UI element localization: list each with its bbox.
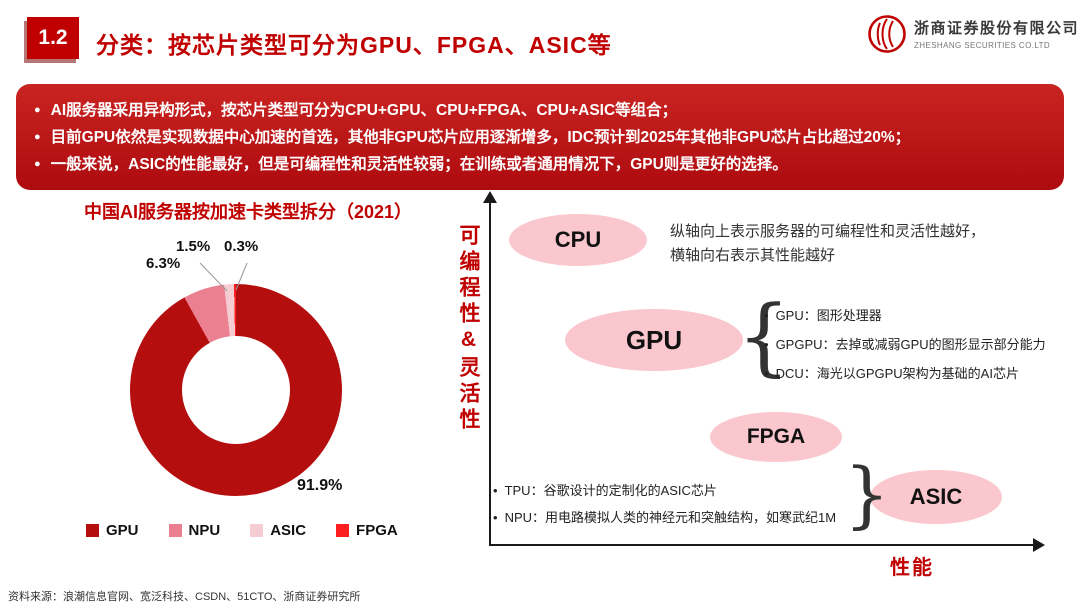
pie-label-gpu: 91.9% [297, 477, 343, 494]
company-name-cn: 浙商证券股份有限公司 [914, 20, 1080, 37]
bubble-fpga: FPGA [710, 412, 842, 462]
legend-swatch [250, 524, 264, 537]
donut-hole [182, 336, 290, 444]
bubble-cpu: CPU [509, 214, 647, 266]
section-number-badge: 1.2 [27, 17, 79, 59]
asic-notes-list: TPU：谷歌设计的定制化的ASIC芯片 NPU：用电路模拟人类的神经元和突触结构… [493, 477, 837, 531]
bubble-asic: ASIC [870, 470, 1002, 524]
legend-item: FPGA [336, 522, 398, 539]
legend-item: GPU [86, 522, 139, 539]
diagram-annotation: 纵轴向上表示服务器的可编程性和灵活性越好， 横轴向右表示其性能越好 [670, 220, 985, 268]
x-axis-line [489, 544, 1035, 546]
summary-box: AI服务器采用异构形式，按芯片类型可分为CPU+GPU、CPU+FPGA、CPU… [16, 84, 1064, 190]
legend-swatch [168, 524, 182, 537]
pie-label-fpga: 0.3% [224, 238, 259, 255]
legend-item: ASIC [250, 522, 306, 539]
gpu-notes-list: GPU：图形处理器 GPGPU：去掉或减弱GPU的图形显示部分能力 DCU：海光… [764, 301, 1046, 388]
summary-bullet: 一般来说，ASIC的性能最好，但是可编程性和灵活性较弱；在训练或者通用情况下，G… [34, 151, 1046, 178]
asic-note-item: NPU：用电路模拟人类的神经元和突触结构，如寒武纪1M [493, 504, 837, 531]
annotation-line: 纵轴向上表示服务器的可编程性和灵活性越好， [670, 223, 986, 240]
chart-legend: GPU NPU ASIC FPGA [86, 522, 398, 539]
page-title: 分类：按芯片类型可分为GPU、FPGA、ASIC等 [96, 32, 612, 58]
legend-swatch [336, 524, 350, 537]
pie-label-asic: 1.5% [176, 238, 211, 255]
y-axis-label: 可编程性&灵活性 [457, 224, 480, 434]
gpu-note-item: GPU：图形处理器 [764, 301, 1046, 330]
gpu-note-item: GPGPU：去掉或减弱GPU的图形显示部分能力 [764, 330, 1046, 359]
legend-item: NPU [168, 522, 221, 539]
donut-chart [130, 284, 342, 496]
legend-label: GPU [106, 522, 139, 539]
gpu-note-item: DCU：海光以GPGPU架构为基础的AI芯片 [764, 359, 1046, 388]
y-axis-line [489, 202, 491, 546]
legend-label: NPU [188, 522, 221, 539]
annotation-line: 横轴向右表示其性能越好 [670, 247, 836, 264]
asic-note-item: TPU：谷歌设计的定制化的ASIC芯片 [493, 477, 836, 504]
summary-bullet: 目前GPU依然是实现数据中心加速的首选，其他非GPU芯片应用逐渐增多，IDC预计… [34, 124, 1046, 151]
company-name-block: 浙商证券股份有限公司 ZHESHANG SECURITIES CO.LTD [914, 13, 1079, 50]
y-axis-arrow-icon [483, 191, 497, 203]
legend-label: ASIC [270, 522, 307, 539]
source-note: 资料来源：浪潮信息官网、宽泛科技、CSDN、51CTO、浙商证券研究所 [8, 591, 361, 603]
pie-label-npu: 6.3% [146, 255, 181, 272]
summary-bullet: AI服务器采用异构形式，按芯片类型可分为CPU+GPU、CPU+FPGA、CPU… [34, 97, 1046, 124]
legend-label: FPGA [356, 522, 398, 539]
bubble-gpu: GPU [565, 309, 743, 371]
company-name-en: ZHESHANG SECURITIES CO.LTD [914, 41, 1051, 50]
zheshang-logo-icon [866, 13, 908, 60]
right-brace-icon: } [844, 452, 890, 536]
legend-swatch [86, 524, 99, 537]
company-logo: 浙商证券股份有限公司 ZHESHANG SECURITIES CO.LTD [866, 13, 1079, 60]
x-axis-arrow-icon [1033, 538, 1045, 552]
chart-title: 中国AI服务器按加速卡类型拆分（2021） [83, 202, 413, 222]
x-axis-label: 性能 [890, 557, 934, 579]
